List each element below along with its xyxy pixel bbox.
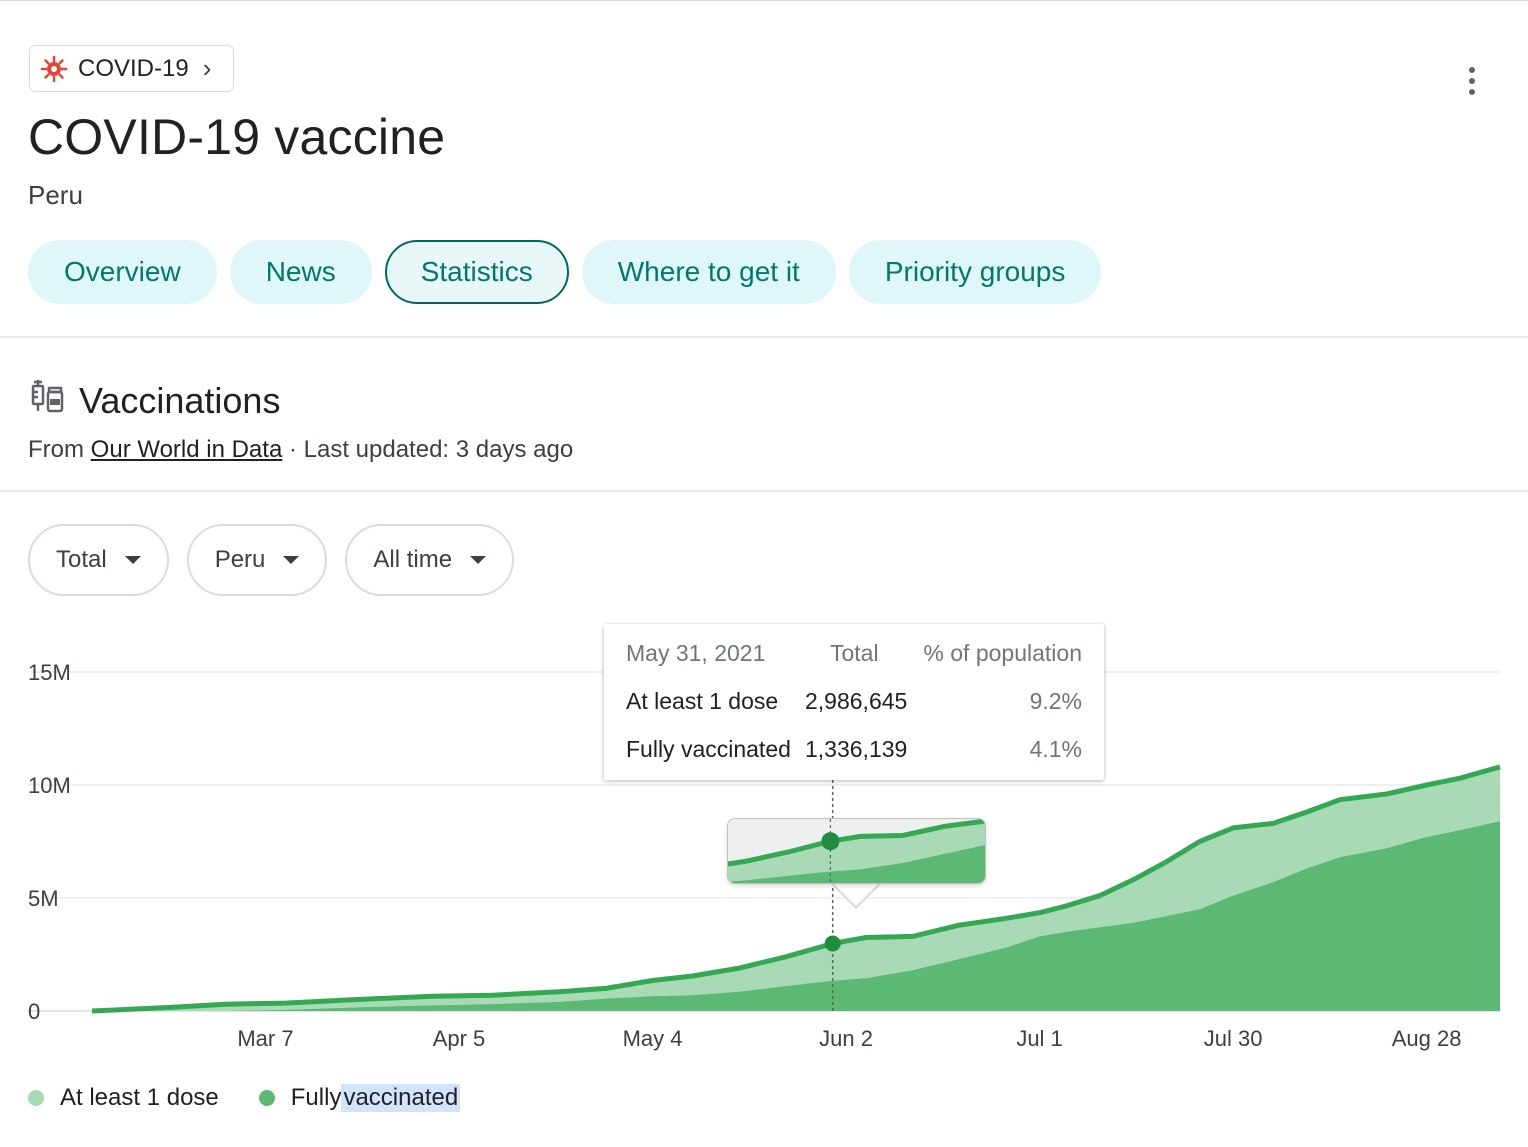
page-title: COVID-19 vaccine	[28, 109, 446, 165]
legend-item[interactable]: At least 1 dose	[28, 1084, 219, 1112]
page-subtitle: Peru	[28, 180, 83, 210]
tab-where-to-get-it[interactable]: Where to get it	[581, 240, 836, 304]
tab-bar: Overview News Statistics Where to get it…	[28, 240, 1102, 304]
virus-icon	[40, 55, 68, 82]
tooltip-header: May 31, 2021 Total % of population	[626, 640, 1082, 670]
x-tick-label: Aug 28	[1392, 1026, 1462, 1051]
highlight-point	[824, 935, 841, 952]
metric-dropdown[interactable]: Total	[28, 524, 169, 596]
time-range-dropdown[interactable]: All time	[345, 524, 515, 596]
source-line: From Our World in Data · Last updated: 3…	[28, 436, 573, 464]
more-options-icon[interactable]	[1458, 64, 1486, 98]
legend-swatch	[258, 1090, 275, 1106]
tooltip-col-pct: % of population	[923, 640, 1082, 666]
series-area-fully-vaccinated	[92, 821, 1500, 1011]
caret-down-icon	[124, 556, 141, 564]
y-tick-label: 5M	[28, 886, 59, 911]
source-prefix: From	[28, 436, 84, 463]
tab-overview[interactable]: Overview	[28, 240, 217, 304]
magnifier-highlight-point	[821, 832, 840, 851]
magnifier-view	[728, 819, 985, 883]
tooltip-row-total: 1,336,139	[805, 736, 908, 762]
tooltip-row: Fully vaccinated 1,336,139 4.1%	[626, 736, 1082, 766]
series-line-at-least-1-dose	[91, 764, 1501, 1014]
y-tick-label: 0	[28, 999, 40, 1024]
legend-item[interactable]: Fully vaccinated	[258, 1084, 461, 1112]
legend-swatch	[28, 1090, 44, 1106]
x-tick-label: Jul 1	[1016, 1026, 1062, 1051]
tab-statistics[interactable]: Statistics	[384, 240, 569, 304]
chevron-right-icon: ›	[202, 53, 212, 83]
magnifier-line	[728, 819, 985, 867]
magnifier-area-dark	[728, 845, 985, 883]
divider	[0, 336, 1528, 338]
tooltip-date: May 31, 2021	[626, 640, 766, 666]
magnifier-pointer-inner	[832, 882, 880, 906]
tooltip-col-total: Total	[830, 640, 879, 666]
chart-legend: At least 1 dose Fully vaccinated	[28, 1084, 500, 1112]
tab-priority-groups[interactable]: Priority groups	[848, 240, 1102, 304]
topic-chip[interactable]: COVID-19 ›	[29, 45, 234, 92]
x-tick-label: Jun 2	[819, 1026, 873, 1051]
tooltip-row: At least 1 dose 2,986,645 9.2%	[626, 688, 1082, 718]
chart-tooltip: May 31, 2021 Total % of population At le…	[604, 624, 1104, 780]
tooltip-row-label: At least 1 dose	[626, 688, 779, 714]
x-tick-label: May 4	[623, 1026, 683, 1051]
caret-down-icon	[470, 556, 487, 564]
chart-magnifier[interactable]	[727, 818, 986, 884]
legend-label: At least 1 dose	[60, 1084, 219, 1111]
x-tick-label: Apr 5	[433, 1026, 486, 1051]
x-tick-label: Mar 7	[237, 1026, 293, 1051]
tab-news[interactable]: News	[229, 240, 372, 304]
legend-label-plain: Fully	[290, 1084, 342, 1111]
top-border	[0, 0, 1528, 1]
region-dropdown-label: Peru	[214, 546, 266, 573]
section-title: Vaccinations	[79, 380, 281, 421]
divider	[0, 490, 1528, 492]
source-link[interactable]: Our World in Data	[90, 436, 283, 463]
tooltip-row-pct: 9.2%	[1029, 688, 1082, 714]
legend-label-highlight: vaccinated	[341, 1084, 461, 1112]
y-tick-label: 10M	[28, 773, 71, 798]
metric-dropdown-label: Total	[56, 546, 107, 573]
region-dropdown[interactable]: Peru	[186, 524, 328, 596]
caret-down-icon	[283, 556, 300, 564]
topic-chip-label: COVID-19	[78, 54, 189, 82]
y-tick-label: 15M	[28, 660, 71, 685]
syringe-vial-icon	[31, 380, 64, 413]
x-tick-label: Jul 30	[1204, 1026, 1263, 1051]
tooltip-row-total: 2,986,645	[805, 688, 908, 714]
tooltip-row-label: Fully vaccinated	[626, 736, 791, 762]
filter-bar: Total Peru All time	[28, 524, 515, 596]
tooltip-row-pct: 4.1%	[1029, 736, 1082, 762]
last-updated: · Last updated: 3 days ago	[288, 436, 574, 463]
time-range-dropdown-label: All time	[373, 546, 453, 573]
